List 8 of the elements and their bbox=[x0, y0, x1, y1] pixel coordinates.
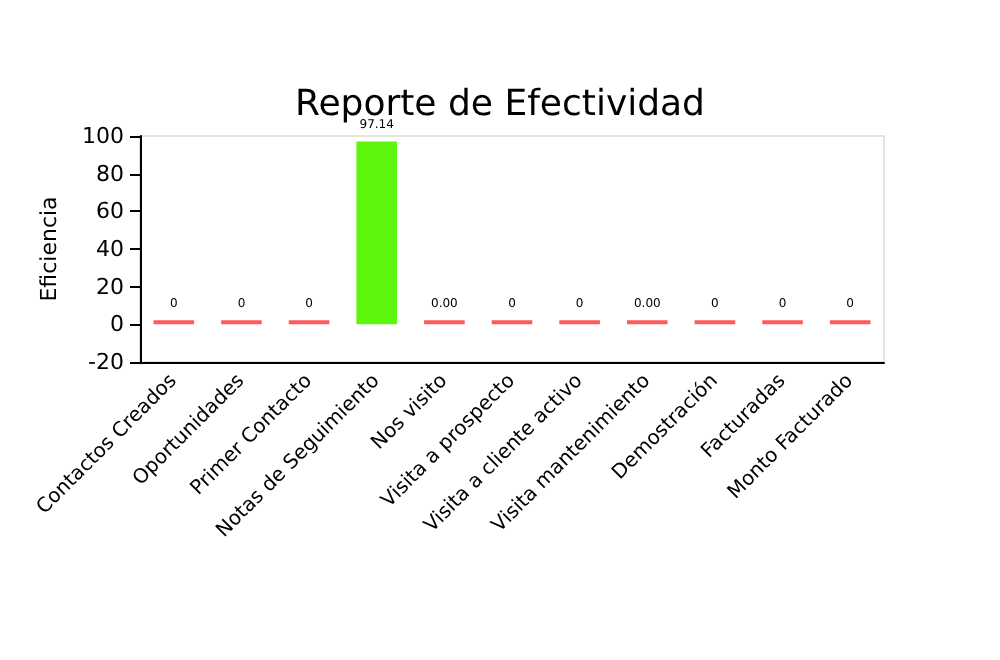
y-tick-label: 60 bbox=[96, 198, 124, 225]
y-tick-label: 100 bbox=[82, 123, 124, 149]
y-tick-label: 20 bbox=[96, 273, 124, 300]
y-tick-label: -20 bbox=[88, 349, 124, 375]
y-tick-label: 40 bbox=[96, 236, 124, 262]
y-tick-label: 0 bbox=[110, 311, 124, 338]
y-tick-label: 80 bbox=[96, 160, 124, 187]
y-axis-title: Eficiencia bbox=[36, 196, 63, 302]
